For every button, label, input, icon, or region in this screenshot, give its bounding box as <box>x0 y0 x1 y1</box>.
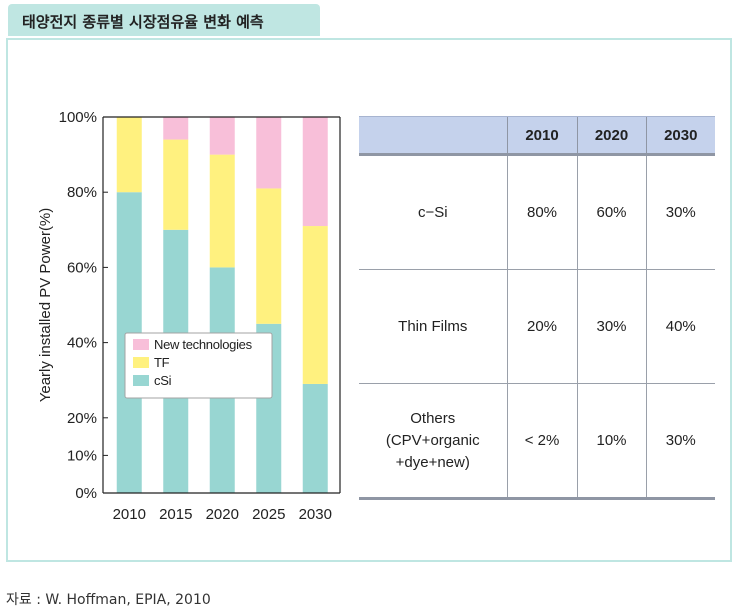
title-tab: 태양전지 종류별 시장점유율 변화 예측 <box>8 4 320 36</box>
table-row: Thin Films 20% 30% 40% <box>359 269 715 384</box>
table-cell: < 2% <box>506 383 577 500</box>
table-cell: 30% <box>576 269 646 384</box>
bar-segment <box>116 117 142 193</box>
legend-swatch <box>133 357 149 368</box>
row-label: Thin Films <box>359 269 507 384</box>
table-cell: 60% <box>576 154 646 270</box>
bar-segment <box>209 154 235 268</box>
x-tick-label: 2020 <box>206 506 239 523</box>
row-label: c−Si <box>359 154 507 270</box>
table-row: Others (CPV+organic +dye+new) < 2% 10% 3… <box>359 383 715 500</box>
table-cell: 80% <box>506 154 577 270</box>
forecast-table: 2010 2020 2030 c−Si 80% 60% 30% Thin Fil… <box>359 116 715 500</box>
y-tick-label: 10% <box>67 447 97 464</box>
source-note: 자료 : W. Hoffman, EPIA, 2010 <box>6 592 211 608</box>
y-tick-label: 60% <box>67 259 97 276</box>
legend-swatch <box>133 339 149 350</box>
row-label: Others (CPV+organic +dye+new) <box>359 383 507 500</box>
page-title: 태양전지 종류별 시장점유율 변화 예측 <box>22 13 264 31</box>
legend-label: TF <box>154 355 170 370</box>
legend-swatch <box>133 375 149 386</box>
bar-segment <box>302 226 328 384</box>
bar-segment <box>256 117 282 189</box>
legend-label: New technologies <box>154 337 253 352</box>
table-cell: 40% <box>645 269 715 384</box>
table-cell: 30% <box>645 383 715 500</box>
y-tick-label: 100% <box>59 109 97 126</box>
legend-label: cSi <box>154 373 172 388</box>
bar-segment <box>163 117 189 140</box>
table-header-blank <box>359 116 507 156</box>
x-tick-label: 2015 <box>159 506 192 523</box>
y-tick-label: 0% <box>75 485 97 502</box>
legend-box <box>124 332 273 399</box>
table-header-row: 2010 2020 2030 <box>359 116 715 156</box>
x-tick-label: 2010 <box>113 506 146 523</box>
table-header-2030: 2030 <box>645 116 715 156</box>
bar-segment <box>163 139 189 230</box>
x-tick-label: 2025 <box>252 506 285 523</box>
bar-segment <box>302 117 328 227</box>
table-header-2020: 2020 <box>576 116 646 156</box>
table-header-2010: 2010 <box>506 116 577 156</box>
bar-segment <box>302 383 328 493</box>
y-tick-label: 20% <box>67 410 97 427</box>
table-cell: 30% <box>645 154 715 270</box>
y-tick-label: 40% <box>67 335 97 352</box>
x-tick-label: 2030 <box>299 506 332 523</box>
table-cell: 20% <box>506 269 577 384</box>
table-row: c−Si 80% 60% 30% <box>359 154 715 270</box>
y-axis-label: Yearly installed PV Power(%) <box>37 208 54 403</box>
table-cell: 10% <box>576 383 646 500</box>
bar-segment <box>256 188 282 324</box>
bar-segment <box>209 117 235 155</box>
y-tick-label: 80% <box>67 184 97 201</box>
